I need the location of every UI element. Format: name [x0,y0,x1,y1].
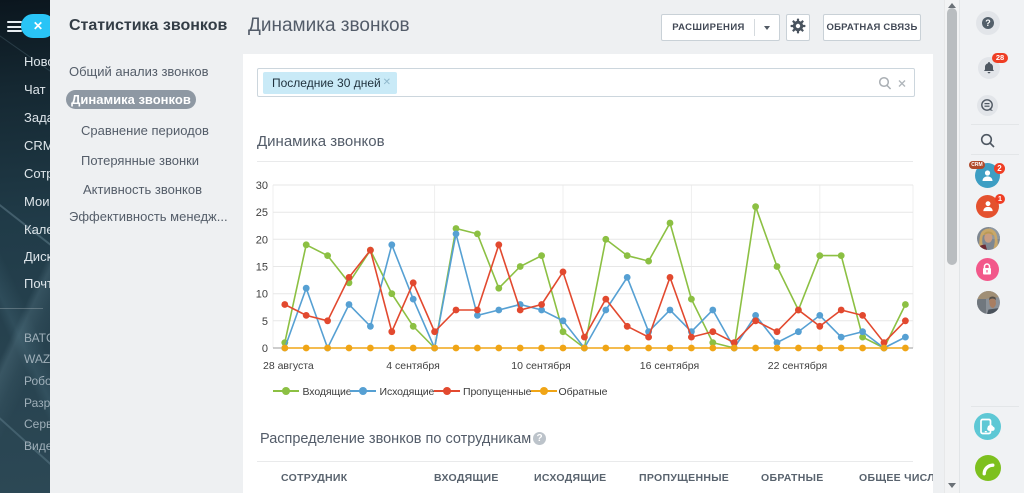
svg-text:Исходящие: Исходящие [380,386,435,398]
svg-text:25: 25 [256,207,268,219]
svg-text:30: 30 [256,180,268,192]
svg-text:28 августа: 28 августа [263,360,314,372]
svg-text:20: 20 [256,234,268,246]
svg-text:Входящие: Входящие [303,386,352,398]
svg-text:22 сентября: 22 сентября [768,360,827,372]
svg-text:Пропущенные: Пропущенные [463,386,532,398]
svg-text:0: 0 [262,343,268,355]
svg-text:10 сентября: 10 сентября [511,360,570,372]
svg-text:16 сентября: 16 сентября [640,360,699,372]
svg-text:10: 10 [256,289,268,301]
svg-text:15: 15 [256,262,268,274]
svg-text:5: 5 [262,316,268,328]
svg-text:4 сентября: 4 сентября [386,360,440,372]
svg-text:Обратные: Обратные [559,386,608,398]
